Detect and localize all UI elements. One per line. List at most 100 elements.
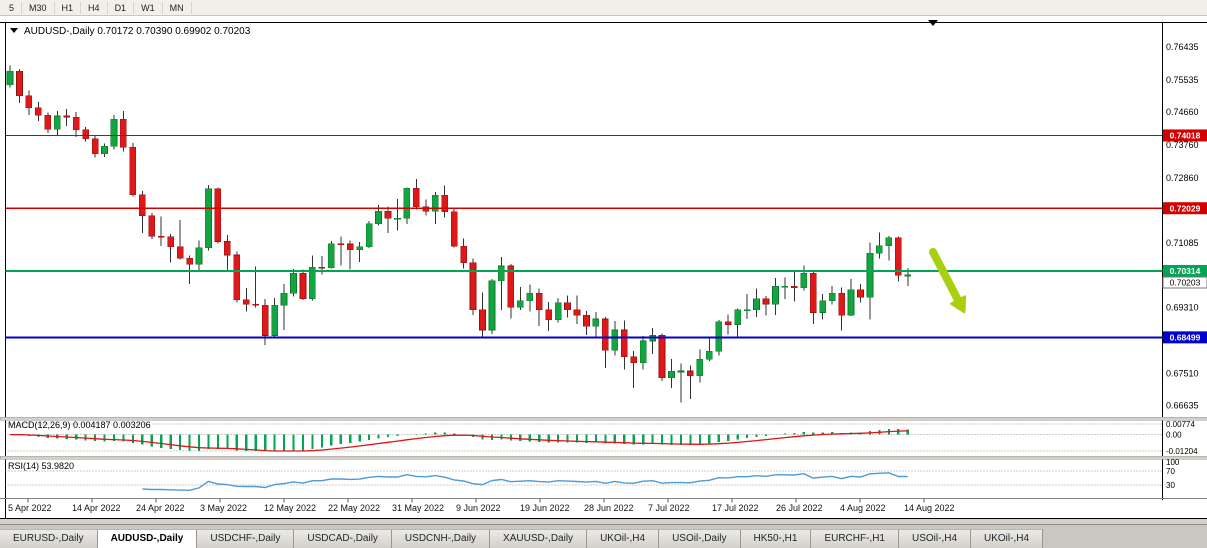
current-price-label: 0.70203 [1170,278,1201,288]
macd-label: MACD(12,26,9) 0.004187 0.003206 [8,420,151,430]
candle-body [35,107,42,116]
price-axis-label: 0.76435 [1166,42,1199,52]
price-tag-label: 0.68499 [1170,333,1201,343]
candle-body [772,285,779,305]
macd-axis-label: 0.00774 [1166,420,1195,429]
candle-body [791,285,798,289]
candle-body [507,265,515,308]
price-axis-label: 0.71085 [1166,238,1199,248]
candle-body [290,273,297,294]
timeframe-button-M30[interactable]: M30 [22,1,55,14]
candle-body [148,215,156,237]
chart-tab-UKOil-H4[interactable]: UKOil-,H4 [971,529,1044,548]
chart-canvas[interactable]: 0.74018 0.72029 0.70314 0.68499 0.76435 0.755… [0,16,1207,524]
candle-body [413,188,420,208]
chart-tab-bar: EURUSD-,Daily AUDUSD-,Daily USDCHF-,Daily U… [0,524,1207,548]
candle-body [847,289,855,316]
candle-body [365,223,373,247]
candle-body [592,318,600,327]
chart-tab-EURUSD-Daily[interactable]: EURUSD-,Daily [0,529,98,548]
rsi-axis-label: 100 [1166,458,1180,467]
chart-tab-EURCHF-H1[interactable]: EURCHF-,H1 [811,529,899,548]
candle-body [205,188,212,248]
chart-tab-USDCHF-Daily[interactable]: USDCHF-,Daily [197,529,295,548]
candle-body [101,146,108,154]
chart-tab-AUDUSD-Daily[interactable]: AUDUSD-,Daily [97,529,198,548]
candle-body [545,309,552,321]
rsi-axis-label: 30 [1166,481,1175,490]
timeframe-button-5[interactable]: 5 [2,1,23,14]
symbol-dropdown-icon[interactable] [10,28,18,33]
arrow-annotation-shaft[interactable] [929,248,962,304]
candle-body [894,237,902,276]
candle-body [16,71,23,97]
candle-body [224,241,231,256]
candle-body [110,118,118,147]
timeframe-button-H1[interactable]: H1 [55,1,82,14]
timeframe-button-D1[interactable]: D1 [108,1,135,14]
rsi-label: RSI(14) 53.9820 [8,461,74,471]
price-axis-label: 0.67510 [1166,369,1199,379]
timeframe-toolbar: 5 M30 H1 H4 D1 W1 MN [0,0,1207,16]
chart-tab-USDCNH-Daily[interactable]: USDCNH-,Daily [391,529,491,548]
candle-body [252,304,259,306]
arrow-annotation-head[interactable] [949,295,967,314]
candle-body [583,315,590,327]
candle-body [564,302,571,311]
price-tag-label: 0.74018 [1170,131,1201,141]
candle-body [479,309,486,331]
candle-body [602,318,609,351]
candle-body [271,304,278,336]
candle-body [658,335,666,378]
price-axis-label: 0.75535 [1166,75,1199,85]
candle-body [299,273,307,300]
date-label: 7 Jul 2022 [648,503,690,513]
candle-body [488,280,496,331]
candle-body [781,285,789,288]
candle-body [857,289,864,298]
candle-body [724,321,732,325]
candle-body [233,254,241,300]
price-tag-0.70314 [1163,264,1207,277]
candle-body [630,356,638,364]
candle-body [904,274,912,277]
price-tag-0.72029 [1163,202,1207,215]
candle-body [762,298,770,305]
candle-body [346,243,354,251]
candle-body [139,194,146,217]
candle-body [800,273,808,289]
candle-body [866,252,874,298]
macd-signal-line [9,430,908,452]
chart-tab-HK50-H1[interactable]: HK50-,H1 [740,529,812,548]
price-axis-label: 0.66635 [1166,401,1199,411]
candle-body [44,114,52,130]
candle-body [828,293,836,302]
timeframe-button-H4[interactable]: H4 [81,1,108,14]
date-label: 17 Jul 2022 [712,503,759,513]
pane-divider-rsi[interactable] [0,455,1207,460]
candle-body [63,115,71,118]
timeframe-button-MN[interactable]: MN [163,1,192,14]
chart-shift-marker-icon[interactable] [928,20,938,26]
candle-body [384,210,392,219]
date-label: 4 Aug 2022 [840,503,886,513]
chart-tab-USOil-Daily[interactable]: USOil-,Daily [659,529,741,548]
chart-tab-USOil-H4[interactable]: USOil-,H4 [899,529,972,548]
candle-body [431,195,439,212]
macd-axis-label: 0.00 [1166,431,1182,440]
candle-body [337,243,345,245]
chart-tab-UKOil-H4[interactable]: UKOil-,H4 [587,529,660,548]
date-label: 19 Jun 2022 [520,503,570,513]
candle-body [214,188,222,242]
pane-divider-macd[interactable] [0,416,1207,421]
candle-body [734,309,741,325]
date-label: 12 May 2022 [264,503,316,513]
timeframe-button-W1[interactable]: W1 [134,1,163,14]
date-label: 24 Apr 2022 [136,503,185,513]
candle-body [6,71,14,86]
chart-tab-XAUUSD-Daily[interactable]: XAUUSD-,Daily [490,529,588,548]
candle-body [885,237,893,247]
candle-body [554,302,562,321]
date-label: 5 Apr 2022 [8,503,52,513]
chart-tab-USDCAD-Daily[interactable]: USDCAD-,Daily [294,529,392,548]
